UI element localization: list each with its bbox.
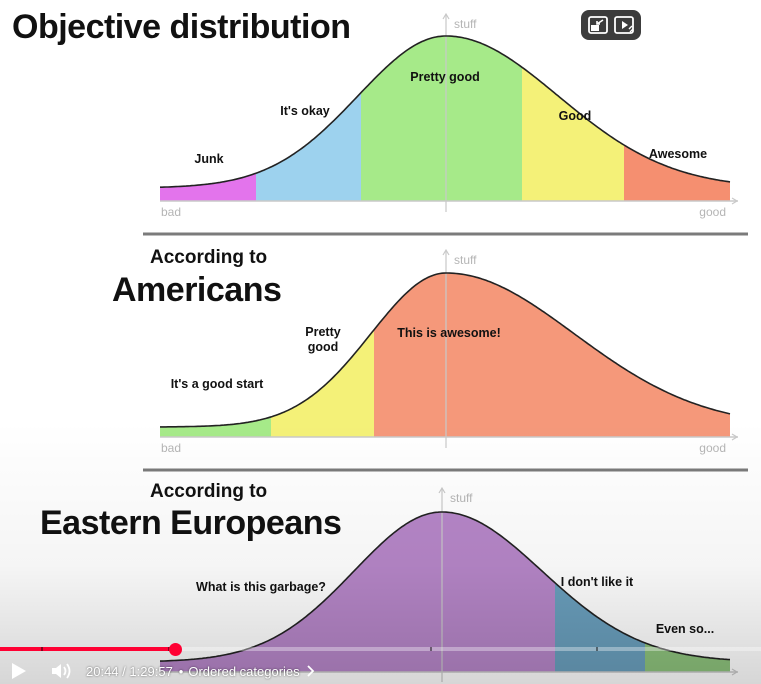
x-axis-left-label: bad xyxy=(161,205,181,219)
region-label: Pretty xyxy=(305,325,340,339)
chapter-marker xyxy=(41,647,43,651)
distribution-region xyxy=(256,36,361,201)
chapter-title: Ordered categories xyxy=(188,663,300,679)
distribution-region xyxy=(271,273,374,437)
volume-icon[interactable] xyxy=(50,660,74,682)
x-axis-right-label: good xyxy=(699,441,726,455)
region-label: Even so... xyxy=(656,622,714,636)
x-axis-arrow xyxy=(731,668,739,676)
x-axis-arrow xyxy=(731,433,739,441)
region-label: Junk xyxy=(194,152,223,166)
player-controls: 20:44 / 1:29:57 • Ordered categories xyxy=(0,658,761,684)
region-label: Pretty good xyxy=(410,70,479,84)
miniplayer-icon[interactable] xyxy=(587,14,609,36)
distribution-region xyxy=(374,273,730,437)
panel-title: Objective distribution xyxy=(12,8,351,46)
y-axis-arrow xyxy=(442,12,450,20)
distribution-curve xyxy=(160,511,731,662)
distribution-region xyxy=(160,36,256,201)
distribution-curve xyxy=(160,35,731,188)
y-axis-label: stuff xyxy=(450,491,473,505)
panel-title: Eastern Europeans xyxy=(40,504,342,542)
x-axis-arrow xyxy=(731,197,739,205)
y-axis-arrow xyxy=(442,248,450,256)
panel-title-line: According to xyxy=(150,481,268,502)
distribution-curve xyxy=(160,272,731,428)
autoplay-icon[interactable] xyxy=(613,14,635,36)
panel-title-line: According to xyxy=(150,247,268,268)
x-axis-left-label: bad xyxy=(161,441,181,455)
chapter-marker xyxy=(596,647,598,651)
time-separator: / xyxy=(122,663,126,679)
region-label: It's a good start xyxy=(171,377,264,391)
region-label: This is awesome! xyxy=(397,326,501,340)
progress-played xyxy=(0,647,176,651)
chapter-button[interactable]: • Ordered categories xyxy=(179,664,316,679)
region-label: It's okay xyxy=(280,104,330,118)
panel-title: Americans xyxy=(112,271,282,309)
region-label: Awesome xyxy=(649,147,707,161)
time-display: 20:44 / 1:29:57 xyxy=(86,664,173,679)
progress-scrubber[interactable] xyxy=(169,643,183,656)
y-axis-label: stuff xyxy=(454,253,477,267)
y-axis-arrow xyxy=(438,486,446,494)
progress-bar[interactable] xyxy=(0,643,761,656)
chevron-right-icon xyxy=(307,665,314,677)
chapter-marker xyxy=(430,647,432,651)
region-label: Good xyxy=(559,109,592,123)
distribution-region xyxy=(361,36,522,201)
region-label: What is this garbage? xyxy=(196,580,326,594)
chapter-bullet: • xyxy=(178,663,184,679)
current-time: 20:44 xyxy=(86,663,119,679)
duration: 1:29:57 xyxy=(129,663,173,679)
y-axis-label: stuff xyxy=(454,17,477,31)
play-icon[interactable] xyxy=(8,660,30,682)
region-label: I don't like it xyxy=(561,575,634,589)
chapter-marker xyxy=(168,647,170,651)
region-label: good xyxy=(308,340,339,354)
progress-track xyxy=(0,647,761,651)
corner-controls xyxy=(581,10,641,40)
x-axis-right-label: good xyxy=(699,205,726,219)
